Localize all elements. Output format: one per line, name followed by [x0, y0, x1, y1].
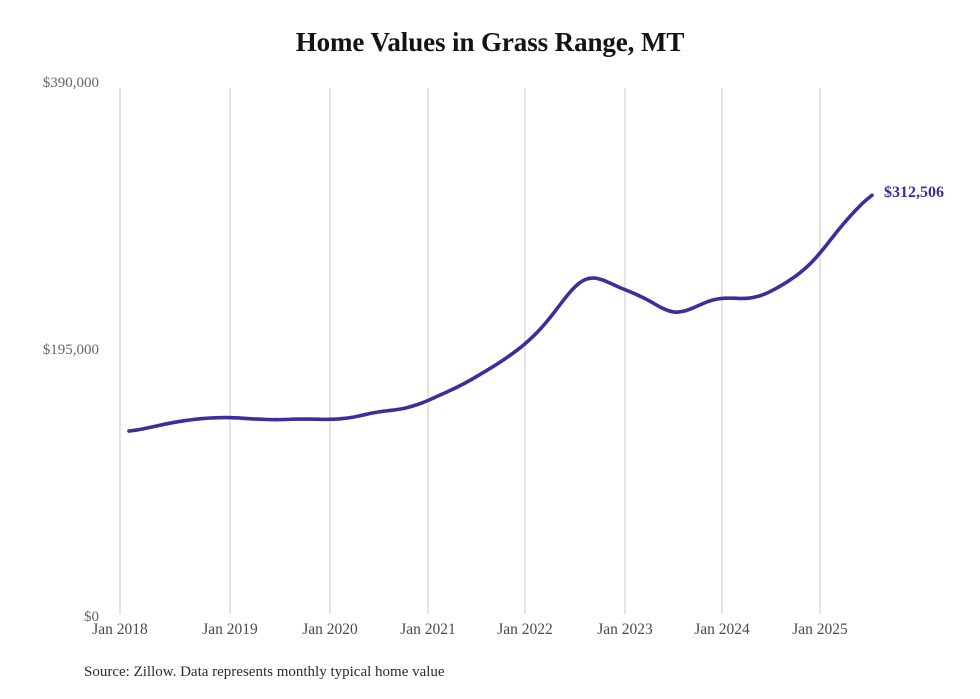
- gridlines: [119, 88, 821, 614]
- source-note: Source: Zillow. Data represents monthly …: [84, 664, 445, 680]
- home-value-line: [127, 193, 874, 433]
- end-value-annotation: $312,506: [884, 184, 944, 202]
- page-title: Home Values in Grass Range, MT: [295, 27, 685, 57]
- y-axis-tick-label: $390,000: [42, 75, 99, 91]
- x-axis-tick-label: Jan 2019: [202, 621, 258, 638]
- x-axis-tick-label: Jan 2025: [792, 621, 848, 638]
- x-axis-tick-label: Jan 2021: [400, 621, 456, 638]
- x-axis-tick-label: Jan 2018: [92, 621, 148, 638]
- x-axis-tick-label: Jan 2023: [597, 621, 653, 638]
- y-axis-tick-label: $0: [84, 609, 99, 625]
- x-axis-tick-label: Jan 2024: [694, 621, 750, 638]
- y-axis-tick-label: $195,000: [42, 342, 99, 358]
- x-axis-tick-label: Jan 2022: [497, 621, 553, 638]
- x-axis-tick-label: Jan 2020: [302, 621, 358, 638]
